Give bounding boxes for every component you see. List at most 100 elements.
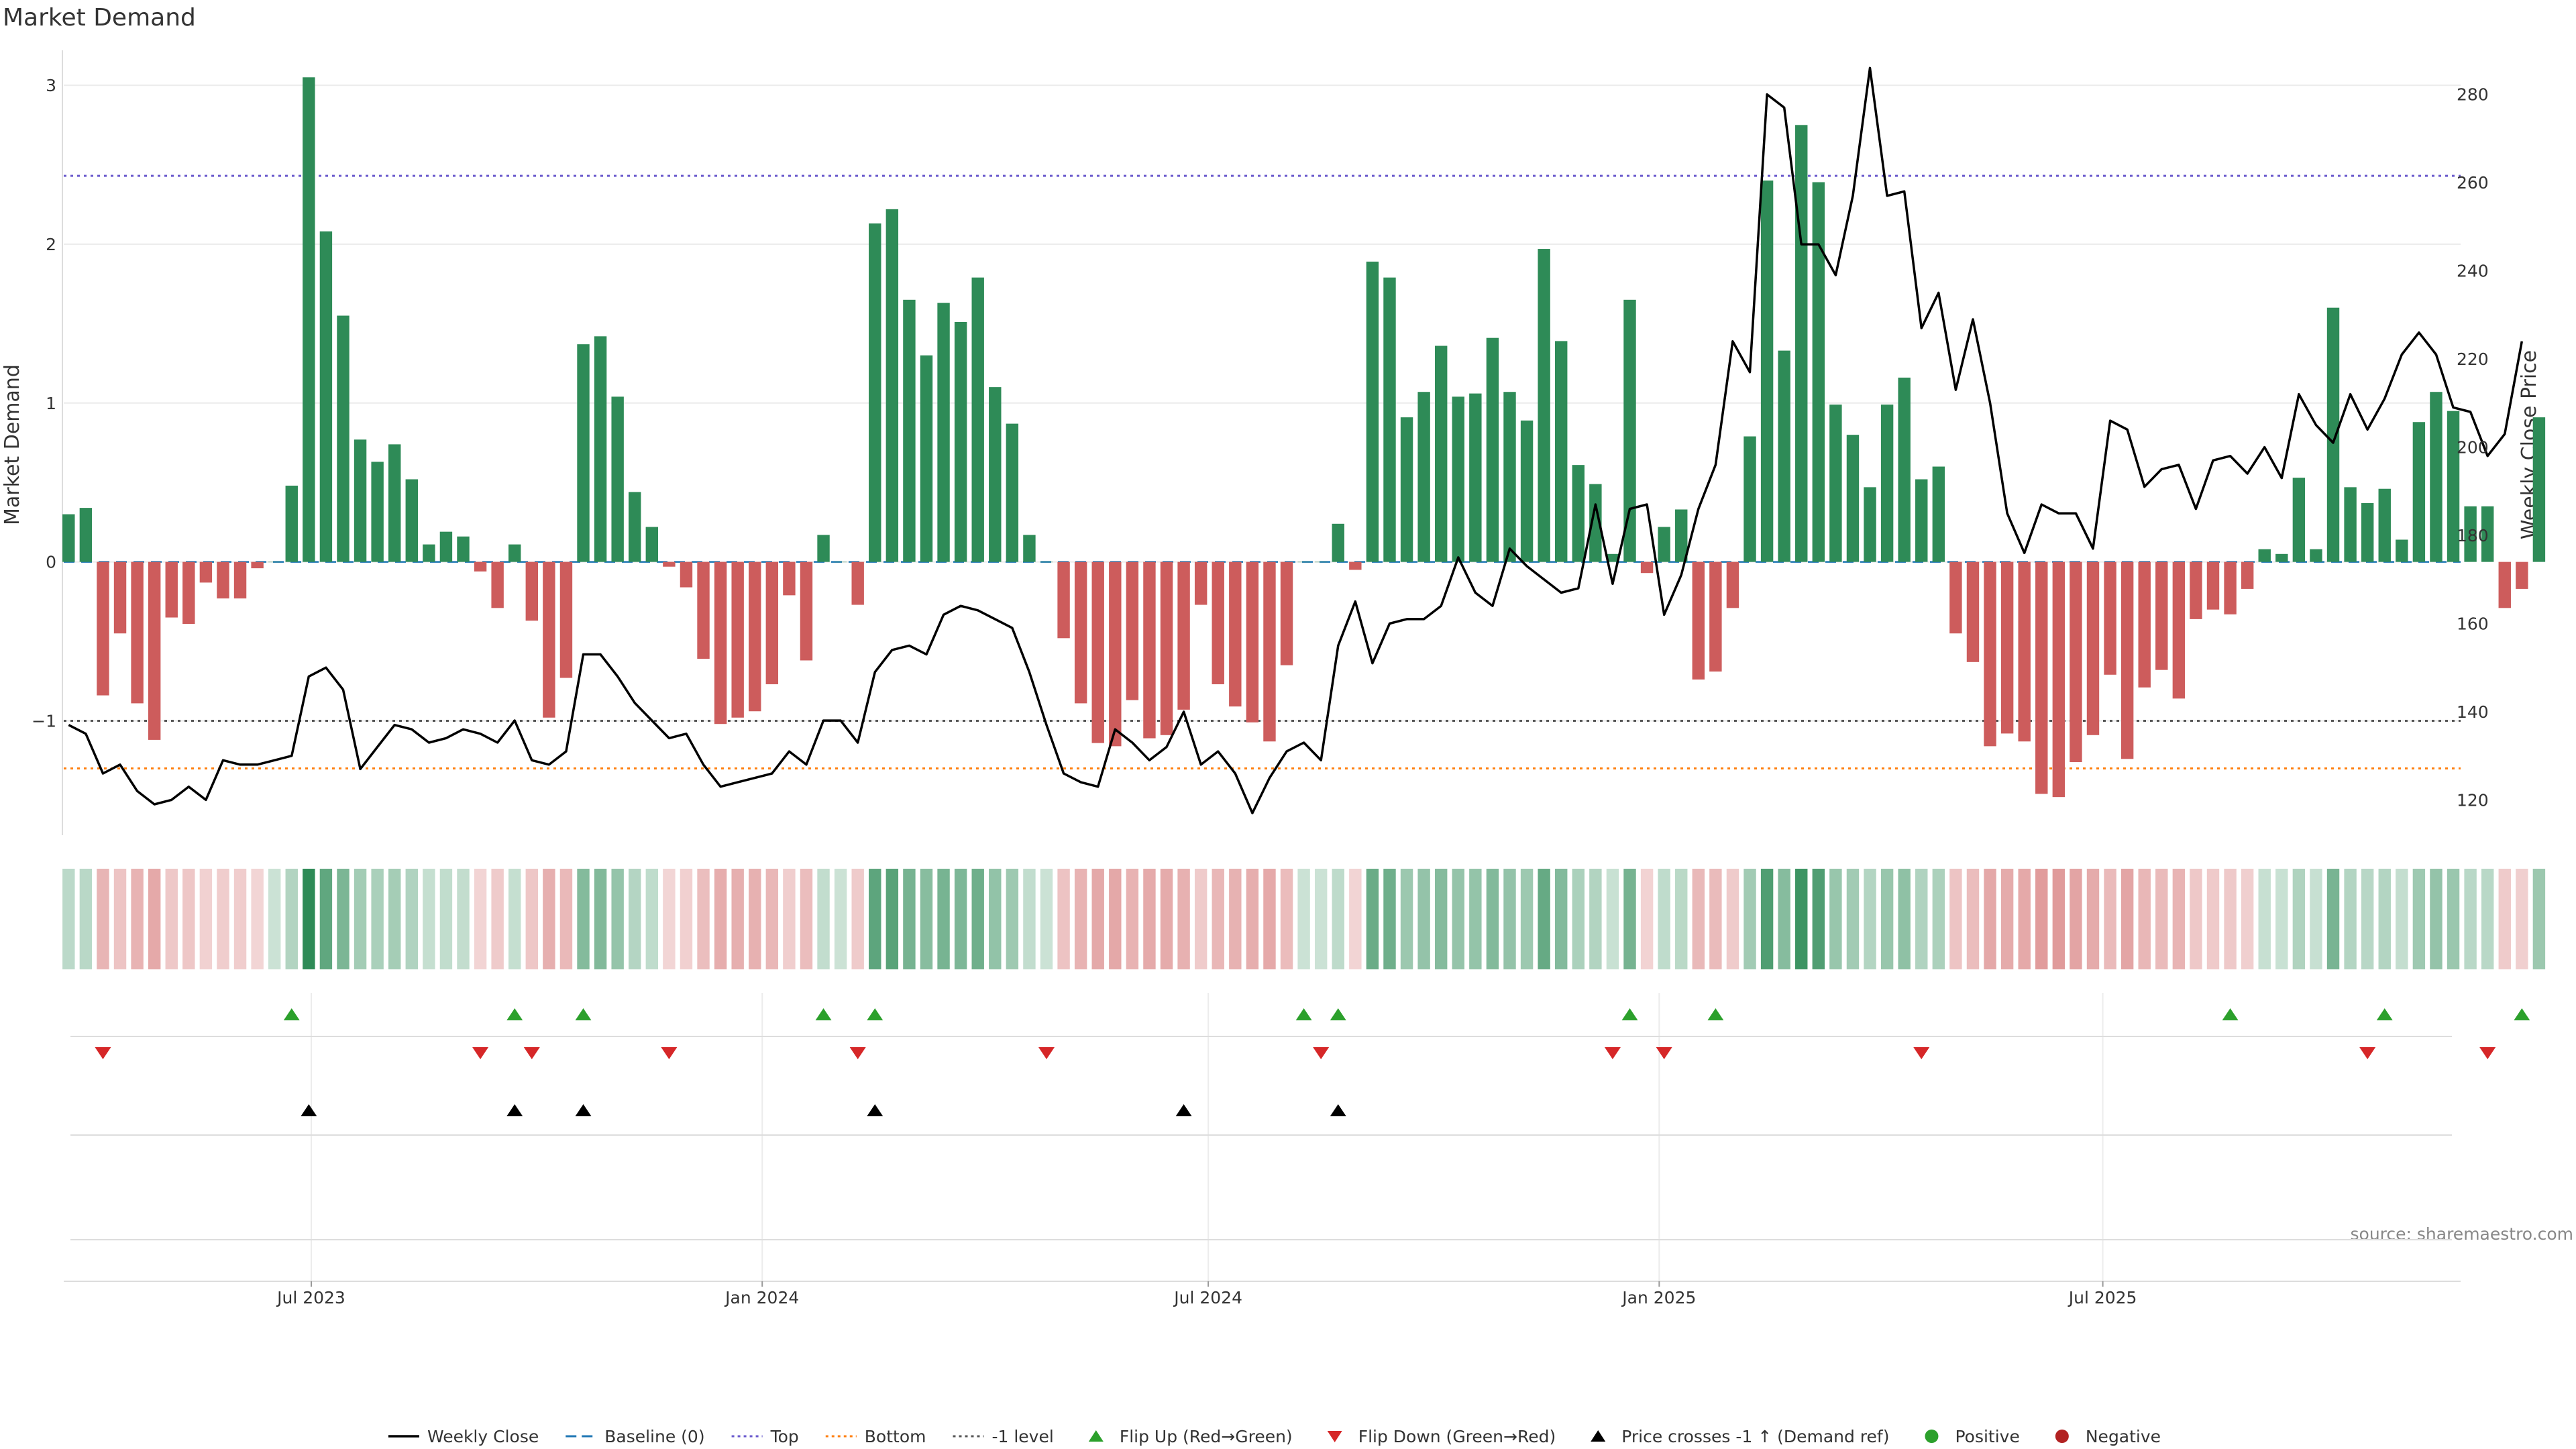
flip-down-marker bbox=[523, 1047, 540, 1059]
heat-cell bbox=[937, 869, 950, 969]
heat-cell bbox=[113, 869, 127, 969]
heat-cell bbox=[303, 869, 315, 969]
demand-bar bbox=[1246, 561, 1259, 722]
heat-cell bbox=[1469, 869, 1482, 969]
demand-bar bbox=[2498, 561, 2511, 608]
demand-bar bbox=[663, 561, 676, 567]
flip-down-marker bbox=[1313, 1047, 1330, 1059]
legend-flip-up-symbol bbox=[1088, 1430, 1104, 1442]
heat-cell bbox=[954, 869, 967, 969]
demand-bar bbox=[1572, 465, 1585, 562]
demand-bar bbox=[285, 485, 298, 562]
heat-cell bbox=[851, 869, 864, 969]
heat-cell bbox=[199, 869, 213, 969]
heat-cell bbox=[1246, 869, 1259, 969]
demand-bar bbox=[423, 544, 435, 562]
heat-cell bbox=[765, 869, 779, 969]
demand-bar bbox=[731, 561, 744, 718]
demand-bar bbox=[954, 322, 967, 562]
heat-cell bbox=[1091, 869, 1104, 969]
demand-bar bbox=[79, 508, 93, 562]
demand-bar bbox=[474, 561, 487, 572]
demand-heat-strip bbox=[62, 869, 2546, 969]
y-tick-label: 2 bbox=[46, 235, 56, 254]
demand-bar bbox=[525, 561, 539, 621]
x-tick-label: Jul 2024 bbox=[1173, 1288, 1242, 1307]
heat-cell bbox=[1314, 869, 1328, 969]
demand-bar bbox=[491, 561, 504, 608]
y-tick-label: 1 bbox=[46, 394, 56, 413]
y2-tick-label: 200 bbox=[2457, 438, 2489, 458]
legend-label: Baseline (0) bbox=[604, 1427, 704, 1446]
flip-down-marker bbox=[95, 1047, 111, 1059]
heat-cell bbox=[1880, 869, 1894, 969]
heat-cell bbox=[2464, 869, 2477, 969]
y2-tick-label: 280 bbox=[2457, 85, 2489, 105]
heat-cell bbox=[731, 869, 744, 969]
heat-cell bbox=[1949, 869, 1962, 969]
legend-item: Bottom bbox=[825, 1427, 926, 1446]
y-axis-ticks: −1 0 1 2 3 bbox=[32, 76, 56, 731]
heat-cell bbox=[2396, 869, 2408, 969]
demand-bar bbox=[457, 536, 470, 562]
flip-up-marker bbox=[867, 1008, 883, 1020]
heat-cell bbox=[920, 869, 933, 969]
heat-cell bbox=[1366, 869, 1379, 969]
flip-down-marker bbox=[1038, 1047, 1055, 1059]
flip-down-marker bbox=[1656, 1047, 1672, 1059]
demand-bar bbox=[2224, 561, 2237, 614]
heat-cell bbox=[2532, 869, 2546, 969]
demand-bar bbox=[1040, 561, 1053, 563]
legend-label: Bottom bbox=[865, 1427, 926, 1446]
flip-up-marker bbox=[1621, 1008, 1638, 1020]
demand-bar bbox=[2447, 411, 2460, 562]
heat-cell bbox=[165, 869, 178, 969]
heat-cell bbox=[1812, 869, 1825, 969]
heat-cell bbox=[1452, 869, 1464, 969]
demand-bar bbox=[1640, 561, 1654, 574]
heat-cell bbox=[663, 869, 676, 969]
price-cross-marker bbox=[301, 1104, 317, 1116]
demand-bar bbox=[439, 531, 453, 562]
heat-cell bbox=[817, 869, 830, 969]
demand-bar bbox=[1486, 337, 1499, 562]
demand-bar bbox=[611, 396, 624, 562]
demand-bar bbox=[148, 561, 161, 740]
demand-bar bbox=[2121, 561, 2134, 759]
flip-up-marker bbox=[2222, 1008, 2239, 1020]
heat-cell bbox=[79, 869, 93, 969]
demand-bar bbox=[1915, 479, 1928, 562]
heat-cell bbox=[1572, 869, 1585, 969]
grid-layer bbox=[62, 50, 2461, 1281]
heat-cell bbox=[1074, 869, 1087, 969]
demand-bar bbox=[2138, 561, 2151, 688]
demand-bar bbox=[1366, 262, 1379, 562]
heat-cell bbox=[1280, 869, 1293, 969]
flip-down-marker bbox=[661, 1047, 678, 1059]
x-tick-label: Jan 2025 bbox=[1621, 1288, 1696, 1307]
heat-cell bbox=[2086, 869, 2100, 969]
legend-label: Top bbox=[770, 1427, 799, 1446]
legend-price-cross-symbol bbox=[1591, 1430, 1606, 1442]
heat-cell bbox=[714, 869, 727, 969]
demand-bar bbox=[903, 299, 916, 562]
heat-cell bbox=[1658, 869, 1670, 969]
demand-bar bbox=[989, 387, 1002, 562]
heat-cell bbox=[611, 869, 624, 969]
heat-cell bbox=[1984, 869, 1996, 969]
heat-cell bbox=[1194, 869, 1208, 969]
demand-bar bbox=[1829, 405, 1842, 562]
demand-bar bbox=[1160, 561, 1173, 735]
legend-label: Positive bbox=[1955, 1427, 2019, 1446]
demand-bar bbox=[697, 561, 710, 659]
price-cross-marker bbox=[575, 1104, 592, 1116]
heat-cell bbox=[2378, 869, 2391, 969]
demand-bar bbox=[97, 561, 109, 696]
heat-cell bbox=[337, 869, 350, 969]
heat-cell bbox=[1023, 869, 1036, 969]
demand-bar bbox=[1846, 435, 1860, 562]
heat-cell bbox=[131, 869, 144, 969]
legend-label: Flip Up (Red→Green) bbox=[1120, 1427, 1293, 1446]
demand-bar bbox=[800, 561, 813, 661]
heat-cell bbox=[2516, 869, 2528, 969]
